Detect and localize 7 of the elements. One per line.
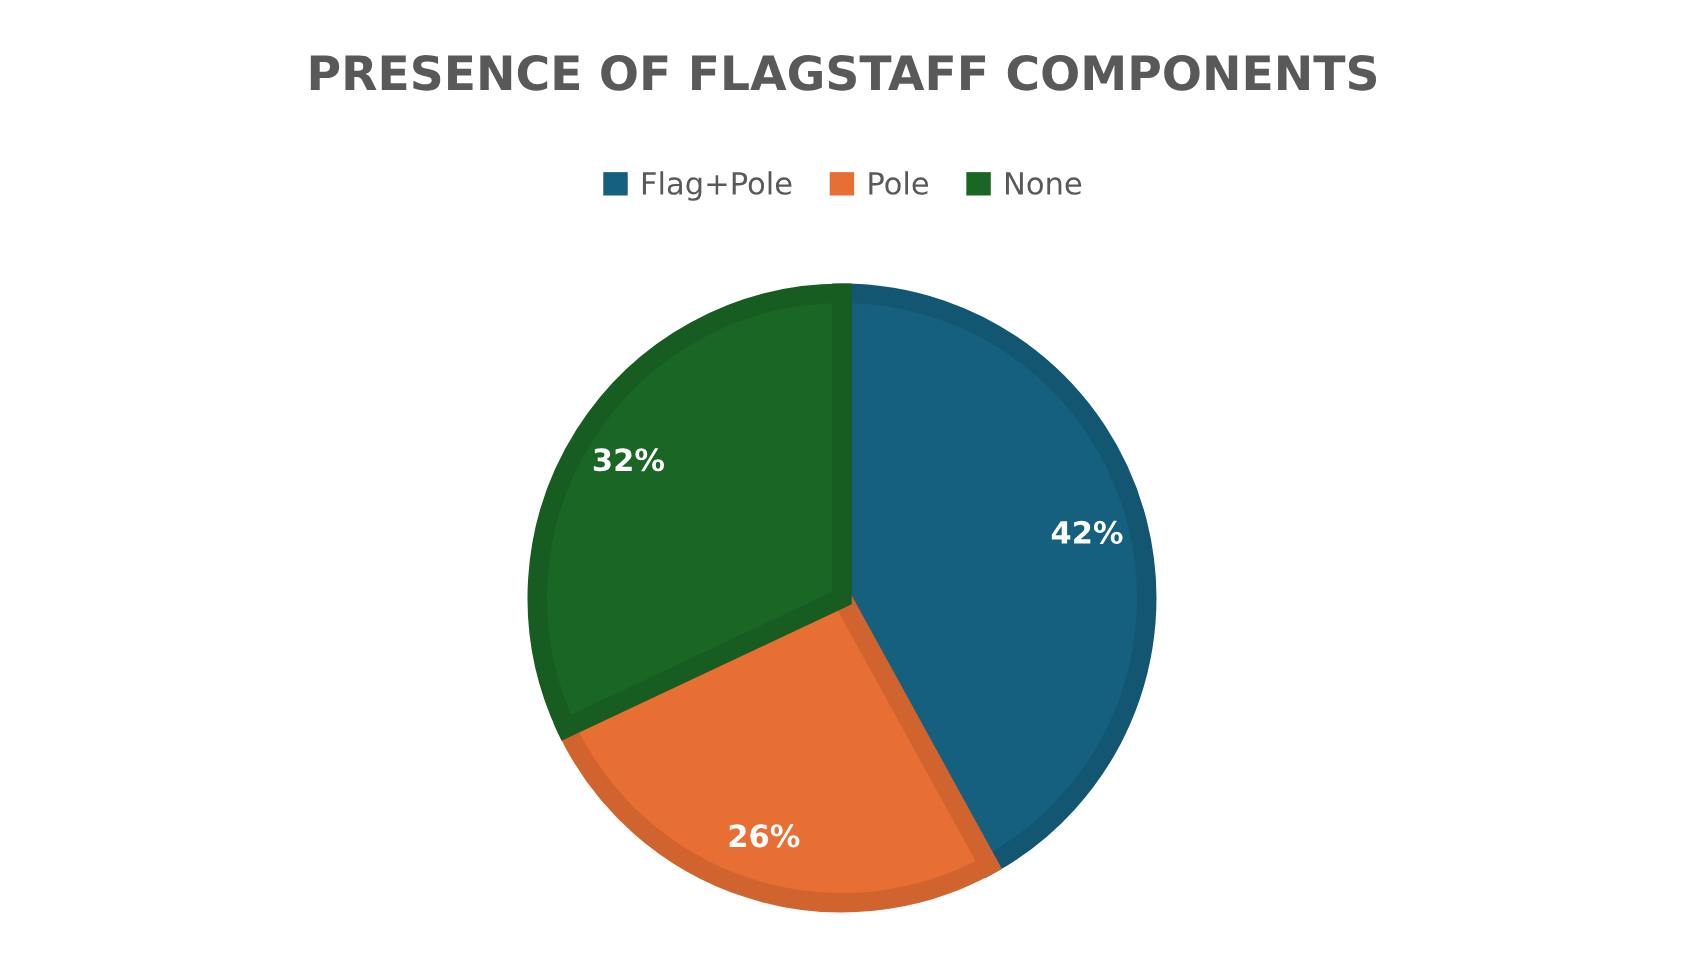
legend-label: Pole — [869, 171, 929, 195]
data-label: 32% — [593, 448, 665, 472]
chart-title: PRESENCE OF FLAGSTAFF COMPONENTS — [310, 54, 1377, 91]
legend-label: Flag+Pole — [642, 171, 792, 201]
legend-label: None — [1006, 172, 1082, 195]
data-label: 42% — [1051, 520, 1123, 544]
data-label: 26% — [729, 824, 800, 848]
